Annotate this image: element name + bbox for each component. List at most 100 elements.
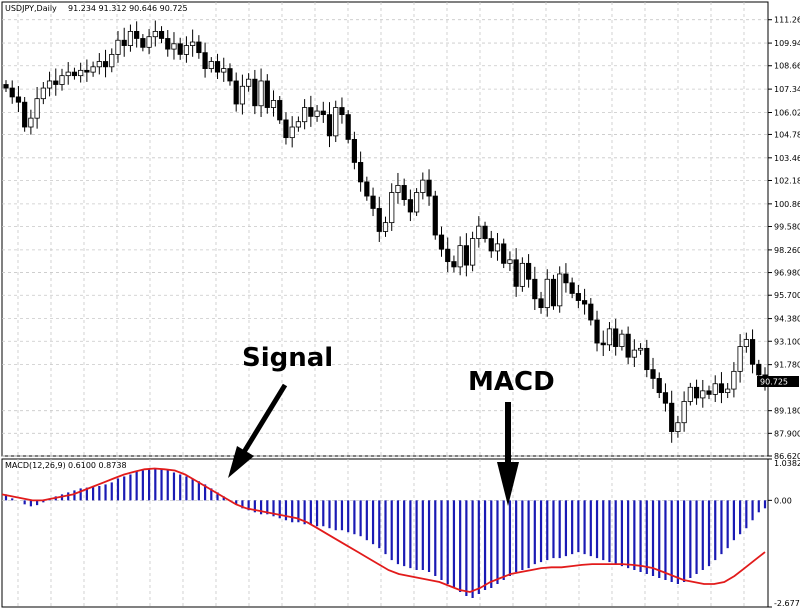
candle-body-down bbox=[339, 107, 345, 116]
signal-arrow-head bbox=[228, 446, 254, 478]
candle-body-up bbox=[631, 349, 637, 358]
macd-pane: MACD(12,26,9) 0.6100 0.8738 1.0382 0.00 -2… bbox=[1, 458, 800, 608]
candle bbox=[631, 339, 637, 367]
candle bbox=[314, 105, 320, 122]
candle bbox=[121, 27, 127, 57]
price-tick-label: 94.380 bbox=[774, 315, 800, 324]
candle-body-down bbox=[71, 71, 78, 77]
candle bbox=[15, 86, 22, 112]
candle-body-down bbox=[581, 300, 588, 305]
candle bbox=[289, 116, 295, 148]
candle-body-down bbox=[550, 278, 557, 307]
candle-body-up bbox=[637, 347, 644, 351]
candle-body-up bbox=[675, 422, 681, 432]
candle-body-down bbox=[351, 139, 357, 163]
candle bbox=[463, 233, 469, 277]
candle bbox=[221, 57, 227, 82]
candle-body-up bbox=[333, 107, 339, 137]
candle bbox=[513, 248, 519, 297]
candle-body-down bbox=[569, 282, 575, 294]
candle-body-up bbox=[737, 346, 743, 372]
price-grid bbox=[2, 2, 768, 457]
price-tick-label: 107.340 bbox=[774, 85, 800, 94]
candle-body-up bbox=[78, 69, 84, 77]
candle-body-down bbox=[3, 84, 9, 89]
candle-body-up bbox=[687, 386, 693, 402]
candle bbox=[376, 196, 382, 242]
price-tick-label: 106.020 bbox=[774, 108, 800, 117]
candle-body-up bbox=[221, 68, 227, 73]
candle bbox=[550, 274, 557, 310]
price-tick-label: 102.180 bbox=[774, 176, 800, 185]
candle bbox=[482, 221, 488, 243]
candle bbox=[575, 285, 581, 309]
candle bbox=[295, 116, 302, 132]
candle-body-down bbox=[84, 69, 90, 73]
candle bbox=[190, 29, 196, 57]
price-tick-label: 108.660 bbox=[774, 62, 800, 71]
candle-body-down bbox=[749, 339, 756, 365]
candle-body-down bbox=[376, 208, 382, 232]
candle bbox=[270, 90, 277, 117]
candle bbox=[9, 80, 15, 104]
candle-body-down bbox=[407, 199, 413, 213]
candle-body-down bbox=[370, 195, 376, 209]
price-pane: USDJPY,Daily 91.234 91.312 90.646 90.725… bbox=[1, 1, 800, 461]
candle-body-up bbox=[258, 80, 264, 107]
candle-body-down bbox=[445, 248, 451, 262]
candle-body-down bbox=[438, 234, 445, 250]
candle bbox=[557, 266, 563, 313]
candle bbox=[606, 322, 613, 351]
candle bbox=[283, 112, 289, 145]
candle-body-down bbox=[693, 386, 700, 399]
candle bbox=[214, 53, 221, 80]
candle-body-up bbox=[469, 238, 476, 266]
candle-body-up bbox=[59, 75, 65, 85]
candle bbox=[28, 109, 34, 135]
candle bbox=[233, 72, 239, 112]
candle-body-down bbox=[214, 61, 221, 73]
price-tick-label: 95.700 bbox=[774, 291, 800, 300]
candle-body-down bbox=[202, 52, 208, 69]
candle-body-up bbox=[619, 333, 625, 347]
candle bbox=[563, 263, 569, 293]
candle bbox=[140, 34, 146, 52]
candle-body-down bbox=[426, 179, 432, 197]
candle-body-up bbox=[34, 98, 40, 119]
price-tick-label: 93.100 bbox=[774, 337, 800, 346]
candle-body-up bbox=[208, 61, 214, 69]
candle bbox=[718, 372, 725, 404]
candle bbox=[326, 102, 333, 148]
candle bbox=[90, 61, 96, 77]
candle-body-up bbox=[246, 78, 252, 87]
candle-body-up bbox=[743, 339, 749, 347]
candle-body-down bbox=[501, 243, 507, 264]
candle bbox=[320, 101, 326, 123]
candle-body-down bbox=[233, 80, 239, 105]
candle bbox=[693, 379, 700, 405]
candle bbox=[127, 24, 134, 52]
price-tick-label: 87.900 bbox=[774, 429, 800, 438]
candle bbox=[619, 329, 625, 351]
candle-body-down bbox=[252, 78, 258, 107]
candle-body-up bbox=[302, 107, 308, 123]
candle bbox=[669, 390, 675, 443]
candle-body-up bbox=[295, 121, 302, 128]
candle-body-down bbox=[432, 195, 438, 236]
candle bbox=[264, 74, 270, 114]
candle-body-down bbox=[177, 43, 183, 55]
candle bbox=[432, 190, 438, 240]
price-tick-label: 111.260 bbox=[774, 16, 800, 25]
candle bbox=[737, 334, 743, 383]
candle bbox=[675, 415, 681, 438]
candle-body-up bbox=[46, 80, 53, 89]
signal-line bbox=[1, 467, 766, 593]
candle-body-up bbox=[270, 100, 277, 108]
candle bbox=[239, 74, 246, 115]
candle bbox=[65, 62, 71, 85]
candle bbox=[625, 326, 631, 365]
candle bbox=[202, 42, 208, 78]
candle bbox=[358, 151, 364, 192]
candle bbox=[96, 53, 102, 75]
candle bbox=[333, 100, 339, 143]
